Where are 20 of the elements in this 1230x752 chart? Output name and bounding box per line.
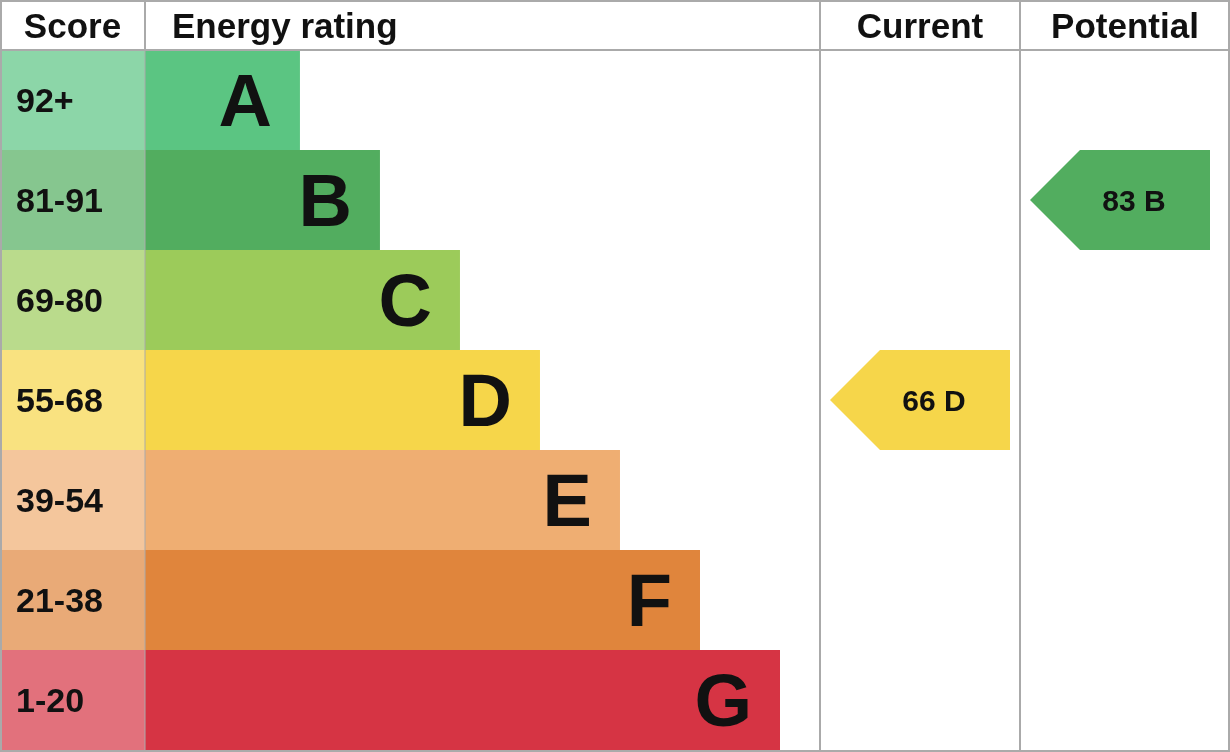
text: 81-91 — [16, 181, 103, 219]
text: Potential — [1051, 6, 1199, 45]
text: Score — [23, 6, 122, 45]
text: 21-38 — [16, 581, 103, 619]
text: 92+ — [16, 81, 74, 119]
y-tick-label: C — [378, 259, 432, 342]
y-tick-label: D — [458, 359, 512, 442]
text: 69-80 — [16, 281, 103, 319]
text: 66 D — [902, 384, 966, 417]
y-tick-label: G — [694, 659, 752, 742]
y-tick-label: B — [298, 159, 352, 242]
y-tick-label: E — [542, 459, 592, 542]
text: 1-20 — [16, 681, 85, 719]
text: 55-68 — [16, 381, 103, 419]
text: Energy rating — [172, 6, 398, 45]
y-tick-label: F — [626, 559, 672, 642]
text: Current — [856, 6, 984, 45]
y-tick-label: A — [218, 59, 272, 142]
text: 39-54 — [16, 481, 104, 519]
text: 83 B — [1102, 184, 1166, 217]
